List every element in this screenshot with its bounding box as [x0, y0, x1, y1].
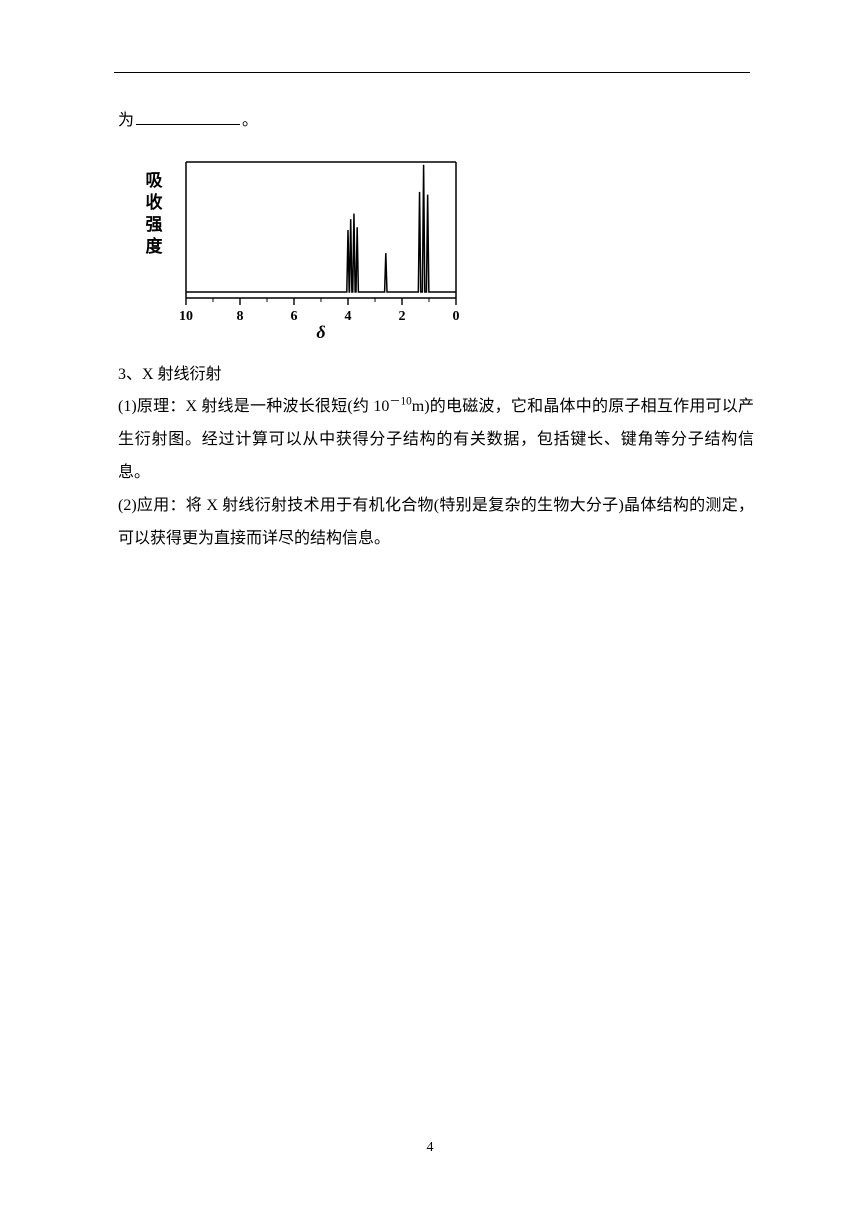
svg-text:6: 6 [291, 309, 298, 324]
section3-heading: 3、X 射线衍射 [118, 359, 754, 392]
para1-pre: (1)原理：X 射线是一种波长很短(约 10 [118, 398, 389, 415]
svg-text:4: 4 [345, 309, 352, 324]
section3-para2: (2)应用：将 X 射线衍射技术用于有机化合物(特别是复杂的生物大分子)晶体结构… [118, 490, 754, 556]
svg-text:2: 2 [399, 309, 406, 324]
svg-text:10: 10 [179, 309, 193, 324]
page-number: 4 [0, 1140, 860, 1156]
svg-text:度: 度 [146, 236, 164, 256]
blank-suffix: 。 [242, 108, 258, 134]
main-content: 为 。 10 8 6 4 2 0 吸收强度 δ 3、X 射线衍射 (1)原理：X 射线是一种波… [118, 108, 754, 555]
blank-prefix: 为 [118, 108, 134, 134]
nmr-spectrum-svg: 10 8 6 4 2 0 吸收强度 δ [130, 152, 470, 340]
blank-underline [136, 109, 240, 125]
svg-text:吸: 吸 [146, 171, 164, 190]
nmr-spectrum-chart: 10 8 6 4 2 0 吸收强度 δ [130, 152, 754, 345]
top-rule [114, 72, 750, 73]
para1-superscript: －10 [389, 396, 411, 408]
svg-text:8: 8 [237, 309, 244, 324]
svg-text:0: 0 [453, 309, 460, 324]
section3-para1: (1)原理：X 射线是一种波长很短(约 10－10m)的电磁波，它和晶体中的原子… [118, 391, 754, 489]
svg-text:收: 收 [146, 192, 163, 212]
svg-text:强: 强 [146, 215, 163, 234]
svg-text:δ: δ [316, 322, 325, 340]
fill-blank-line: 为 。 [118, 108, 754, 134]
